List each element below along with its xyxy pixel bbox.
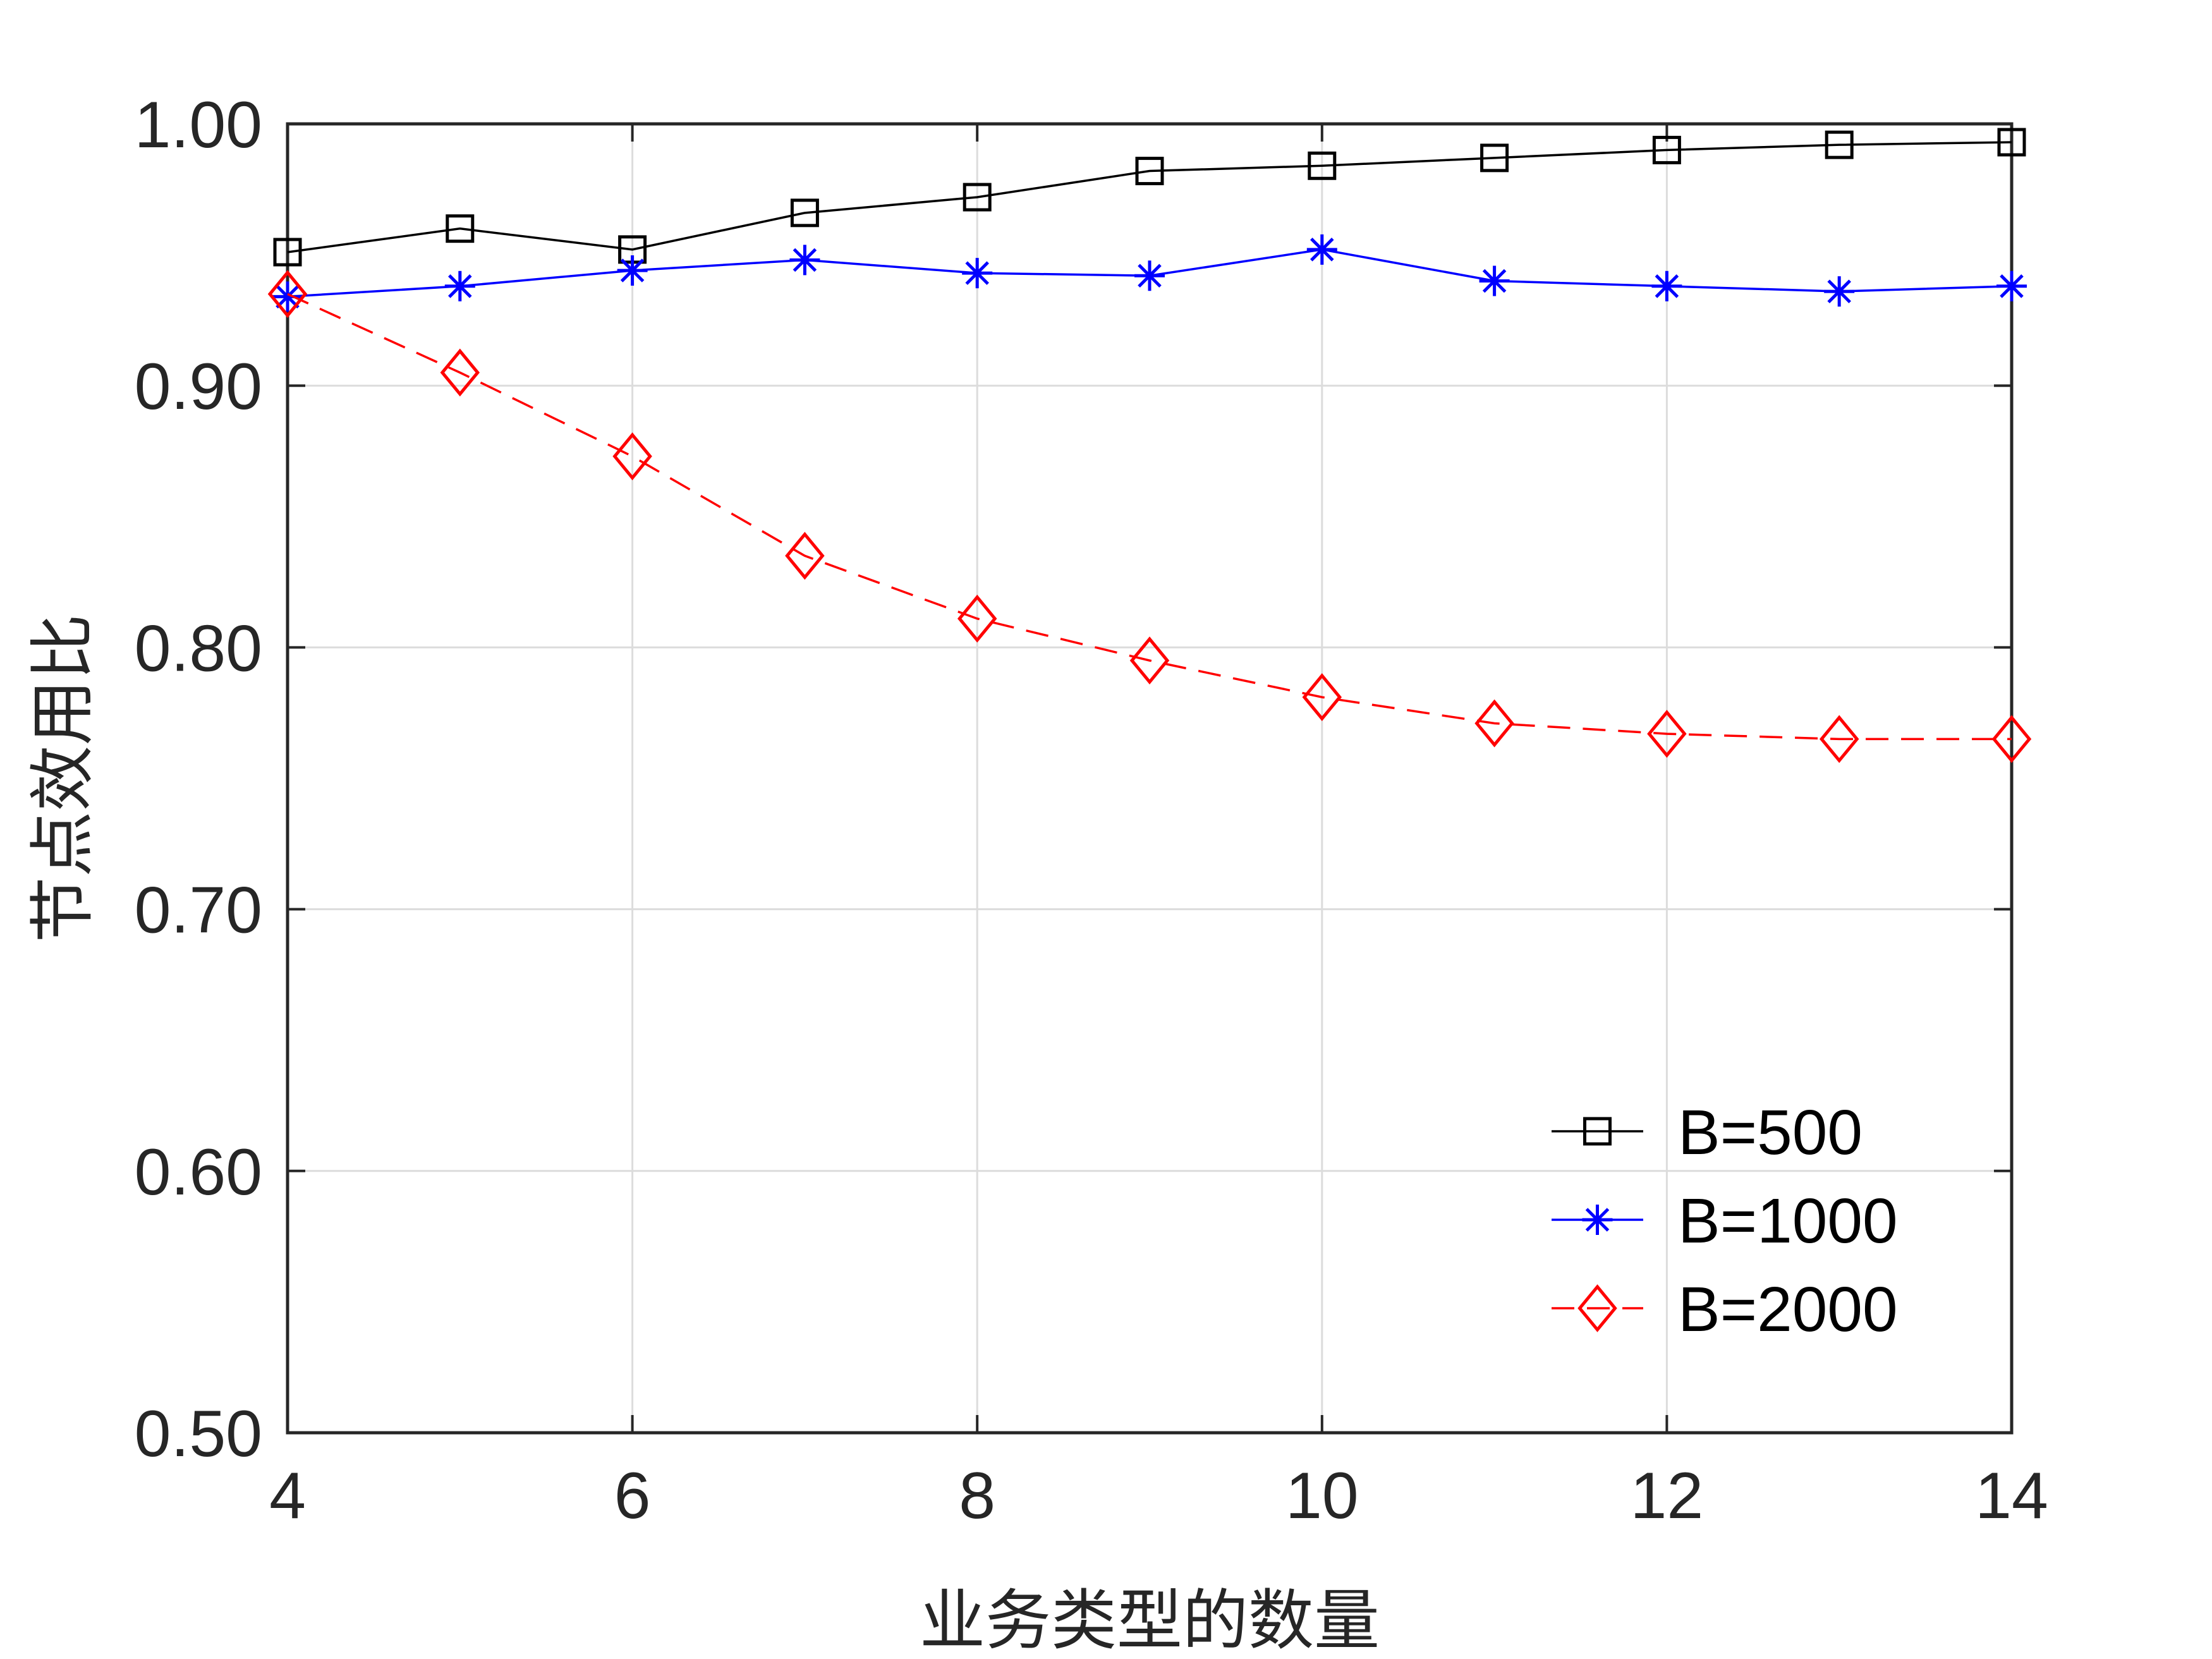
- series-layer: [267, 128, 2032, 763]
- x-tick-label: 6: [614, 1459, 651, 1533]
- series-line: [287, 141, 2012, 253]
- legend-marker: [1577, 1284, 1617, 1332]
- y-tick-label: 0.90: [135, 350, 262, 423]
- data-point-marker: [1819, 715, 1859, 763]
- data-point-marker: [1824, 276, 1855, 307]
- data-point-marker: [273, 238, 302, 267]
- data-point-marker: [785, 532, 825, 580]
- legend-entry: B=2000: [1552, 1274, 1898, 1345]
- data-point-marker: [1997, 128, 2026, 157]
- x-tick-label: 12: [1631, 1459, 1704, 1533]
- y-tick-label: 0.70: [135, 874, 262, 947]
- data-point-marker: [1302, 673, 1342, 722]
- data-point-marker: [444, 270, 475, 301]
- x-tick-label: 10: [1285, 1459, 1359, 1533]
- data-point-marker: [1651, 270, 1682, 301]
- axis-ticks: 4 6 8 10 12 14 0.50 0.60 0.70 0.80 0.90 1.00: [135, 88, 2048, 1533]
- data-point-marker: [1480, 143, 1509, 173]
- x-tick-label: 8: [959, 1459, 995, 1533]
- data-point-marker: [790, 198, 819, 228]
- data-point-marker: [1129, 636, 1170, 685]
- legend-marker: [1582, 1205, 1613, 1235]
- x-axis-label: 业务类型的数量: [920, 1582, 1380, 1659]
- series-B=1000: [272, 234, 2027, 312]
- data-point-marker: [1996, 270, 2027, 301]
- data-point-marker: [1991, 715, 2032, 763]
- legend-entry: B=1000: [1552, 1186, 1898, 1256]
- y-axis-label: 节点效用比: [24, 614, 101, 942]
- data-point-marker: [1474, 699, 1514, 748]
- y-tick-label: 0.80: [135, 612, 262, 685]
- legend-label: B=1000: [1678, 1186, 1898, 1256]
- y-tick-label: 0.50: [135, 1397, 262, 1471]
- legend-marker: [1583, 1117, 1612, 1146]
- series-B=500: [273, 128, 2026, 267]
- legend: B=500 B=1000 B=2000: [1552, 1097, 1898, 1345]
- plot-area-frame: [286, 122, 2014, 1435]
- data-point-marker: [617, 255, 648, 286]
- data-point-marker: [1308, 151, 1337, 180]
- x-tick-label: 14: [1975, 1459, 2048, 1533]
- data-point-marker: [267, 270, 308, 319]
- data-point-marker: [1306, 234, 1337, 265]
- series-B=2000: [267, 270, 2032, 763]
- data-point-marker: [446, 214, 475, 243]
- legend-label: B=2000: [1678, 1274, 1898, 1345]
- data-point-marker: [1479, 265, 1510, 296]
- data-point-marker: [963, 183, 992, 212]
- y-tick-label: 1.00: [135, 88, 262, 162]
- x-tick-label: 4: [269, 1459, 306, 1533]
- legend-entry: B=500: [1552, 1097, 1863, 1168]
- data-point-marker: [957, 594, 997, 643]
- data-point-marker: [612, 432, 652, 480]
- data-point-marker: [440, 348, 480, 397]
- y-tick-label: 0.60: [135, 1136, 262, 1209]
- data-point-marker: [962, 258, 993, 289]
- series-line: [287, 293, 2012, 741]
- data-point-marker: [1134, 260, 1165, 291]
- data-point-marker: [272, 281, 303, 312]
- legend-label: B=500: [1678, 1097, 1863, 1168]
- data-point-marker: [1647, 710, 1687, 758]
- data-point-marker: [1652, 135, 1681, 164]
- data-point-marker: [1135, 157, 1164, 186]
- data-point-marker: [1825, 130, 1854, 159]
- data-point-marker: [789, 245, 820, 276]
